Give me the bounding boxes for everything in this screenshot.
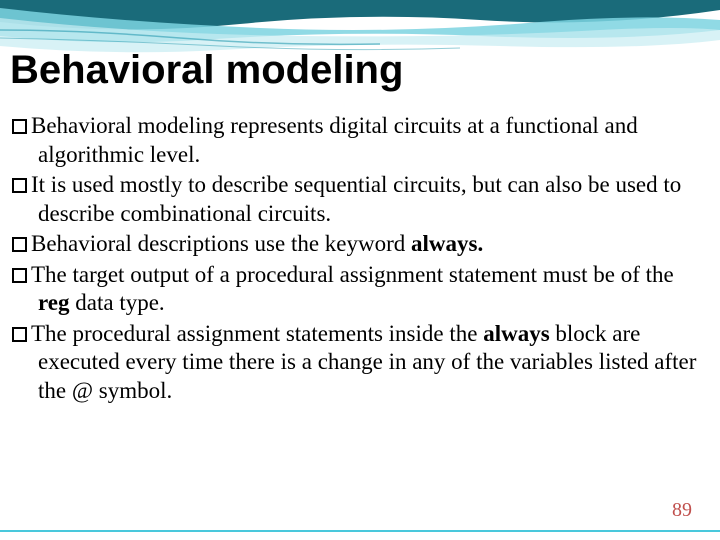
bullet-box-icon	[12, 178, 27, 193]
bullet-text-segment: The target output of a procedural assign…	[31, 262, 674, 287]
bullet-text-segment: Behavioral descriptions use the keyword	[31, 231, 411, 256]
footer-decoration	[0, 528, 720, 534]
bullet-text-segment: Behavioral modeling represents digital c…	[31, 113, 638, 167]
slide-body: Behavioral modeling represents digital c…	[12, 112, 706, 407]
bullet-item: Behavioral descriptions use the keyword …	[12, 230, 706, 259]
bullet-item: The procedural assignment statements ins…	[12, 320, 706, 406]
bullet-box-icon	[12, 268, 27, 283]
bullet-text-segment: always.	[411, 231, 483, 256]
bullet-item: The target output of a procedural assign…	[12, 261, 706, 318]
slide-title: Behavioral modeling	[10, 48, 403, 93]
bullet-item: Behavioral modeling represents digital c…	[12, 112, 706, 169]
bullet-text-segment: data type.	[70, 290, 165, 315]
bullet-text-segment: The procedural assignment statements ins…	[31, 321, 483, 346]
bullet-box-icon	[12, 119, 27, 134]
bullet-box-icon	[12, 237, 27, 252]
bullet-text-segment: It is used mostly to describe sequential…	[31, 172, 681, 226]
page-number: 89	[672, 499, 692, 522]
bullet-text-segment: reg	[38, 290, 70, 315]
slide: Behavioral modeling Behavioral modeling …	[0, 0, 720, 540]
bullet-box-icon	[12, 327, 27, 342]
bullet-text-segment: always	[483, 321, 549, 346]
bullet-item: It is used mostly to describe sequential…	[12, 171, 706, 228]
